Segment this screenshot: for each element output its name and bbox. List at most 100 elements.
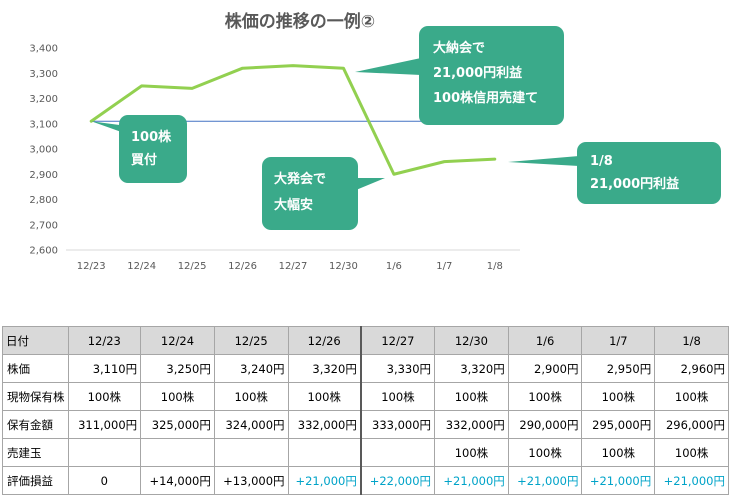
- table-cell: [67, 438, 142, 467]
- y-tick-label: 3,200: [29, 94, 58, 105]
- table-cell: 100株: [213, 382, 289, 411]
- price-series: [89, 64, 497, 176]
- table-cell: 296,000円: [654, 410, 729, 439]
- table-cell: 100株: [581, 438, 656, 467]
- callout-box: [577, 142, 721, 204]
- callout-pointer: [508, 156, 579, 166]
- y-tick-label: 3,300: [29, 69, 58, 80]
- callout-pointer: [355, 58, 421, 75]
- callout-box: [419, 26, 564, 125]
- table-cell: 0: [67, 466, 142, 495]
- table-cell: 3,330円: [359, 354, 436, 383]
- table-cell: [287, 438, 362, 467]
- table-cell: 332,000円: [287, 410, 362, 439]
- x-tick-label: 12/26: [228, 261, 257, 272]
- table-cell: 100株: [287, 382, 362, 411]
- table-cell: 3,320円: [287, 354, 362, 383]
- table-row: 売建玉 100株 100株 100株 100株: [2, 438, 729, 467]
- y-axis: 2,600 2,700 2,800 2,900 3,000 3,100 3,200 3,300…: [29, 44, 58, 257]
- callout-text: 大発会で: [274, 171, 326, 187]
- y-tick-label: 3,400: [29, 44, 58, 55]
- y-tick-label: 2,700: [29, 220, 58, 231]
- table-row: 株価 3,110円 3,250円 3,240円 3,320円 3,330円 3,320円 2,…: [2, 354, 729, 383]
- column-header: 日付: [2, 326, 69, 355]
- callout-jan8: 1/8 21,000円利益: [508, 142, 721, 204]
- x-tick-label: 1/6: [386, 261, 402, 272]
- column-header: 12/27: [359, 326, 436, 355]
- column-header: 12/24: [140, 326, 215, 355]
- column-header: 12/26: [287, 326, 362, 355]
- table-cell: +13,000円: [213, 466, 289, 495]
- table-cell: 2,960円: [654, 354, 729, 383]
- column-header: 1/8: [654, 326, 729, 355]
- table-cell: 325,000円: [140, 410, 215, 439]
- callouts: 100株買付大発会で大幅安大納会で21,000円利益100株信用売建て1/821…: [91, 26, 721, 230]
- table-cell: 311,000円: [67, 410, 142, 439]
- table-cell: +21,000円: [581, 466, 656, 495]
- row-label: 現物保有株: [2, 382, 69, 411]
- table-cell: 295,000円: [581, 410, 656, 439]
- x-tick-label: 12/24: [127, 261, 156, 272]
- callout-text: 100株: [131, 129, 172, 145]
- callout-pointer: [91, 121, 127, 134]
- table-cell: 100株: [654, 438, 729, 467]
- table-row: 現物保有株 100株 100株 100株 100株 100株 100株 100株 100株 100…: [2, 382, 729, 411]
- table-cell: +14,000円: [140, 466, 215, 495]
- table-cell: 100株: [507, 382, 583, 411]
- callout-box: [119, 115, 187, 183]
- table-row: 評価損益 0 +14,000円 +13,000円 +21,000円 +22,000円 +21…: [2, 466, 729, 495]
- table-cell: +21,000円: [654, 466, 729, 495]
- callout-text: 買付: [131, 152, 157, 168]
- callout-text: 大納会で: [433, 40, 485, 56]
- row-label: 保有金額: [2, 410, 69, 439]
- chart-title: 株価の推移の一例②: [225, 11, 375, 32]
- y-tick-label: 2,900: [29, 170, 58, 181]
- table-cell: 324,000円: [213, 410, 289, 439]
- table-row: 保有金額 311,000円 325,000円 324,000円 332,000円 333,…: [2, 410, 729, 439]
- table-cell: +22,000円: [359, 466, 436, 495]
- table-cell: 100株: [654, 382, 729, 411]
- x-tick-label: 1/7: [436, 261, 452, 272]
- x-tick-label: 12/30: [329, 261, 358, 272]
- price-table: 日付 12/23 12/24 12/25 12/26 12/27 12/30 1/6 1/7 1/…: [2, 326, 729, 495]
- x-tick-label: 12/25: [178, 261, 207, 272]
- table-cell: [359, 438, 436, 467]
- column-header: 1/7: [581, 326, 656, 355]
- column-header: 1/6: [507, 326, 583, 355]
- row-label: 売建玉: [2, 438, 69, 467]
- x-tick-label: 12/27: [279, 261, 308, 272]
- callout-text: 21,000円利益: [590, 176, 679, 192]
- table-cell: 100株: [140, 382, 215, 411]
- price-line: [89, 64, 497, 176]
- column-header: 12/25: [213, 326, 289, 355]
- callout-year-end: 大納会で 21,000円利益 100株信用売建て: [355, 26, 564, 125]
- table-cell: 100株: [581, 382, 656, 411]
- column-header: 12/30: [434, 326, 509, 355]
- table-cell: 333,000円: [359, 410, 436, 439]
- column-header: 12/23: [67, 326, 142, 355]
- table-cell: 290,000円: [507, 410, 583, 439]
- x-axis: 12/23 12/24 12/25 12/26 12/27 12/30 1/6 1/7 1/8: [77, 261, 503, 272]
- y-tick-label: 2,800: [29, 195, 58, 206]
- table-cell: [213, 438, 289, 467]
- x-tick-label: 12/23: [77, 261, 106, 272]
- table-cell: 2,900円: [507, 354, 583, 383]
- table-cell: +21,000円: [507, 466, 583, 495]
- row-label: 株価: [2, 354, 69, 383]
- stock-price-chart: 株価の推移の一例② 2,600 2,700 2,800 2,900 3,000 3,100…: [29, 11, 721, 272]
- table-cell: 3,240円: [213, 354, 289, 383]
- callout-text: 100株信用売建て: [433, 90, 538, 106]
- callout-box: [262, 157, 358, 230]
- callout-text: 大幅安: [274, 197, 313, 213]
- table-cell: +21,000円: [434, 466, 509, 495]
- table-cell: 332,000円: [434, 410, 509, 439]
- table-cell: 100株: [67, 382, 142, 411]
- y-tick-label: 3,000: [29, 145, 58, 156]
- table-cell: 3,110円: [67, 354, 142, 383]
- table-header-row: 日付 12/23 12/24 12/25 12/26 12/27 12/30 1/6 1/7 1/…: [2, 326, 729, 355]
- y-tick-label: 2,600: [29, 246, 58, 257]
- table-cell: 2,950円: [581, 354, 656, 383]
- table-cell: 100株: [359, 382, 436, 411]
